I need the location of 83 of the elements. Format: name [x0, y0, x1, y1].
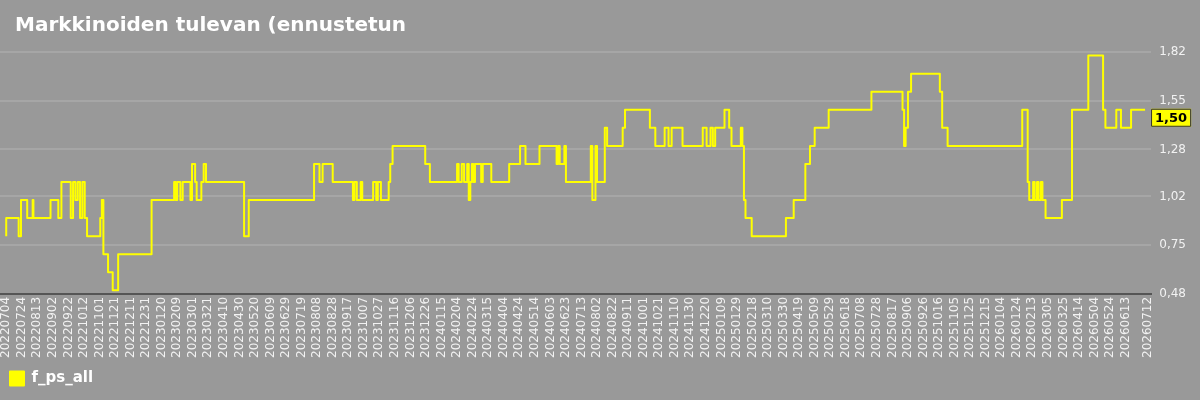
x-tick-label: 20241130	[682, 296, 697, 358]
x-tick-label: 20231226	[418, 296, 433, 358]
x-tick-label: 20221231	[138, 296, 153, 358]
y-tick-label: 1,02	[1159, 188, 1186, 203]
x-tick-label: 20240424	[511, 296, 526, 358]
x-tick-label: 20241021	[651, 296, 666, 358]
x-tick-label: 20220724	[13, 296, 28, 358]
x-tick-label: 20220704	[0, 296, 13, 358]
x-tick-label: 20251125	[962, 296, 977, 358]
x-tick-label: 20230629	[278, 296, 293, 358]
x-tick-label: 20250109	[713, 296, 728, 358]
x-tick-label: 20250708	[853, 296, 868, 358]
x-tick-label: 20260213	[1024, 296, 1039, 358]
x-tick-label: 20250529	[822, 296, 837, 358]
x-tick-label: 20260305	[1040, 296, 1055, 358]
x-tick-label: 20260414	[1071, 296, 1086, 358]
x-tick-label: 20260524	[1102, 296, 1117, 358]
x-tick-label: 20230430	[231, 296, 246, 358]
x-tick-label: 20250817	[884, 296, 899, 358]
x-tick-label: 20251016	[931, 296, 946, 358]
x-tick-label: 20240802	[589, 296, 604, 358]
x-tick-label: 20250728	[869, 296, 883, 358]
x-tick-label: 20241110	[666, 296, 681, 358]
x-tick-label: 20240603	[542, 296, 557, 358]
x-tick-label: 20250129	[729, 296, 744, 358]
x-tick-label: 20241220	[697, 296, 712, 358]
x-tick-label: 20240514	[526, 296, 541, 358]
x-tick-label: 20240623	[558, 296, 573, 358]
x-tick-label: 20230719	[293, 296, 308, 358]
x-tick-label: 20250618	[837, 296, 852, 358]
x-tick-label: 20240822	[604, 296, 619, 358]
x-tick-label: 20221012	[76, 296, 91, 358]
x-tick-label: 20231116	[387, 296, 402, 358]
x-tick-label: 20220922	[60, 296, 75, 358]
x-tick-label: 20260104	[993, 296, 1008, 358]
x-tick-label: 20230321	[200, 296, 215, 358]
x-tick-label: 20230120	[153, 296, 168, 358]
x-tick-label: 20251105	[946, 296, 961, 358]
x-tick-label: 20221121	[107, 296, 122, 358]
x-tick-label: 20230301	[184, 296, 199, 358]
x-tick-label: 20221101	[91, 296, 106, 358]
x-tick-label: 20250310	[760, 296, 775, 358]
chart-title: Markkinoiden tulevan (ennustetun	[15, 12, 407, 36]
x-tick-label: 20250330	[775, 296, 790, 358]
x-tick-label: 20240713	[573, 296, 588, 358]
y-tick-label: 1,82	[1159, 44, 1186, 59]
x-tick-label: 20240224	[464, 296, 479, 358]
x-tick-label: 20230808	[309, 296, 324, 358]
x-tick-label: 20230917	[340, 296, 355, 358]
x-tick-label: 20220813	[29, 296, 44, 358]
x-tick-label: 20250906	[900, 296, 915, 358]
x-tick-label: 20230520	[247, 296, 262, 358]
x-tick-label: 20240115	[433, 296, 448, 358]
x-tick-label: 20260504	[1086, 296, 1101, 358]
x-tick-label: 20250509	[806, 296, 821, 358]
x-tick-label: 20260712	[1140, 296, 1155, 358]
y-tick-label: 1,28	[1159, 141, 1186, 156]
x-tick-label: 20260613	[1117, 296, 1132, 358]
x-tick-label: 20240404	[495, 296, 510, 358]
y-tick-label: 0,75	[1159, 237, 1186, 252]
x-tick-label: 20231206	[402, 296, 417, 358]
x-tick-label: 20260124	[1008, 296, 1023, 358]
x-tick-label: 20231007	[355, 296, 370, 358]
x-tick-label: 20230609	[262, 296, 277, 358]
y-tick-label: 0,48	[1159, 286, 1186, 301]
x-tick-label: 20240204	[449, 296, 464, 358]
x-tick-label: 20230828	[324, 296, 339, 358]
x-tick-label: 20230209	[169, 296, 184, 358]
legend-label: f_ps_all	[31, 368, 94, 387]
x-tick-label: 20240911	[620, 296, 635, 358]
x-tick-label: 20241001	[635, 296, 650, 358]
x-tick-label: 20251215	[977, 296, 992, 358]
x-tick-label: 20250926	[915, 296, 930, 358]
x-tick-label: 20231027	[371, 296, 386, 358]
x-tick-label: 20230410	[216, 296, 231, 358]
x-tick-label: 20220902	[44, 296, 59, 358]
annotation: 1,50	[1155, 110, 1188, 126]
x-tick-label: 20250218	[744, 296, 759, 358]
y-tick-label: 1,55	[1159, 92, 1186, 107]
x-tick-label: 20240315	[480, 296, 495, 358]
x-tick-label: 20250419	[791, 296, 806, 358]
x-tick-label: 20221211	[122, 296, 137, 358]
x-tick-label: 20260325	[1055, 296, 1070, 358]
